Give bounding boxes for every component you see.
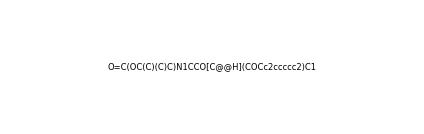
Text: O=C(OC(C)(C)C)N1CCO[C@@H](COCc2ccccc2)C1: O=C(OC(C)(C)C)N1CCO[C@@H](COCc2ccccc2)C1 (108, 62, 316, 72)
